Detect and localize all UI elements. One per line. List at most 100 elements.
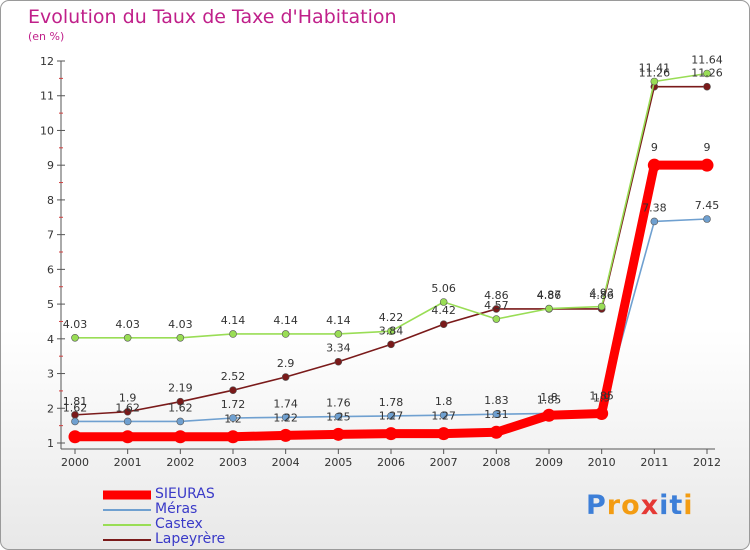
data-label: 1.27 (431, 410, 456, 423)
legend-swatch (103, 538, 151, 541)
y-tick-label: 7 (47, 229, 54, 242)
data-label: 5.06 (431, 282, 456, 295)
data-label: 4.03 (115, 318, 140, 331)
data-label: 11.26 (639, 67, 671, 80)
data-point (492, 410, 501, 418)
x-tick-label: 2003 (219, 456, 247, 469)
y-tick-label: 10 (40, 124, 54, 137)
data-label: 1.76 (326, 397, 351, 410)
data-label: 2.9 (277, 357, 295, 370)
data-point (229, 414, 237, 422)
y-tick-label: 3 (47, 368, 54, 381)
x-tick-label: 2004 (272, 456, 300, 469)
data-label: 4.14 (221, 314, 246, 327)
data-point (595, 406, 609, 420)
data-point (68, 430, 82, 444)
data-label: 4.22 (379, 311, 404, 324)
data-point (281, 330, 290, 338)
data-label: 1.78 (379, 396, 404, 409)
x-tick-label: 2011 (640, 456, 668, 469)
data-label: 9 (651, 141, 658, 154)
data-label: 1.85 (537, 393, 562, 406)
data-point (176, 333, 185, 342)
data-point (703, 215, 711, 223)
data-point (545, 304, 553, 313)
data-point (173, 430, 187, 444)
data-point (384, 427, 398, 441)
data-point (650, 217, 659, 226)
logo-letter: r (606, 490, 622, 521)
data-point (229, 386, 237, 395)
logo-letter: i (683, 490, 694, 521)
x-tick-label: 2009 (535, 456, 563, 469)
data-label: 1.9 (119, 392, 137, 405)
x-tick-label: 2006 (377, 456, 405, 469)
data-label: 7.38 (642, 201, 667, 214)
data-label: 1.62 (115, 401, 140, 414)
data-label: 4.42 (431, 304, 456, 317)
logo-letter: t (669, 490, 684, 521)
logo-letter: P (586, 490, 607, 521)
data-point (703, 69, 711, 78)
data-label: 2.52 (221, 370, 246, 383)
data-label: 11.41 (639, 61, 671, 74)
data-label: 1.8 (435, 395, 453, 408)
legend-label: Castex (155, 516, 203, 532)
data-label: 1.25 (326, 410, 351, 423)
y-tick-label: 1 (47, 437, 54, 450)
data-point (123, 407, 132, 416)
data-label: 11.64 (691, 54, 723, 67)
legend-label: Lapeyrère (155, 531, 226, 547)
data-point (229, 330, 237, 338)
data-point (542, 408, 556, 422)
data-point (387, 327, 395, 335)
data-point (647, 158, 661, 172)
data-label: 1.74 (273, 397, 298, 410)
data-label: 4.87 (537, 289, 562, 302)
data-point (281, 413, 290, 422)
data-point (439, 320, 448, 329)
legend-label: SIEURAS (155, 486, 215, 502)
data-point (71, 417, 79, 426)
legend-swatch (103, 490, 151, 499)
legend-label: Méras (155, 501, 198, 517)
data-label: 1.62 (168, 401, 193, 414)
x-tick-label: 2007 (430, 456, 458, 469)
data-label: 4.86 (537, 289, 562, 302)
x-tick-label: 2001 (114, 456, 142, 469)
y-tick-label: 12 (40, 55, 54, 68)
logo-letter: x (640, 490, 660, 521)
data-label: 11.26 (691, 67, 723, 80)
x-tick-label: 2005 (324, 456, 352, 469)
data-label: 4.14 (326, 314, 351, 327)
legend-swatch (103, 523, 151, 526)
data-label: 1.22 (273, 411, 298, 424)
data-point (226, 430, 240, 444)
data-point (703, 82, 711, 91)
data-label: 3.84 (379, 324, 404, 337)
data-label: 4.57 (484, 299, 509, 312)
data-label: 1.62 (63, 401, 88, 414)
data-label: 1.85 (589, 389, 614, 402)
legend-swatch (103, 508, 151, 511)
data-label: 1.31 (484, 408, 509, 421)
data-point (439, 298, 448, 306)
data-label: 3.34 (326, 342, 351, 355)
y-tick-label: 5 (47, 298, 54, 311)
data-point (71, 333, 79, 342)
data-point (281, 373, 290, 381)
data-point (176, 417, 185, 426)
data-label: 1.83 (484, 394, 509, 407)
data-label: 1.81 (63, 395, 88, 408)
data-point (492, 315, 501, 323)
data-label: 1.27 (379, 410, 404, 423)
data-label: 1.8 (540, 391, 558, 404)
data-label: 1.9 (593, 392, 611, 405)
chart-subtitle: (en %) (28, 30, 65, 43)
data-point (492, 305, 501, 313)
data-point (387, 412, 395, 420)
x-tick-label: 2008 (482, 456, 510, 469)
x-tick-label: 2010 (588, 456, 616, 469)
